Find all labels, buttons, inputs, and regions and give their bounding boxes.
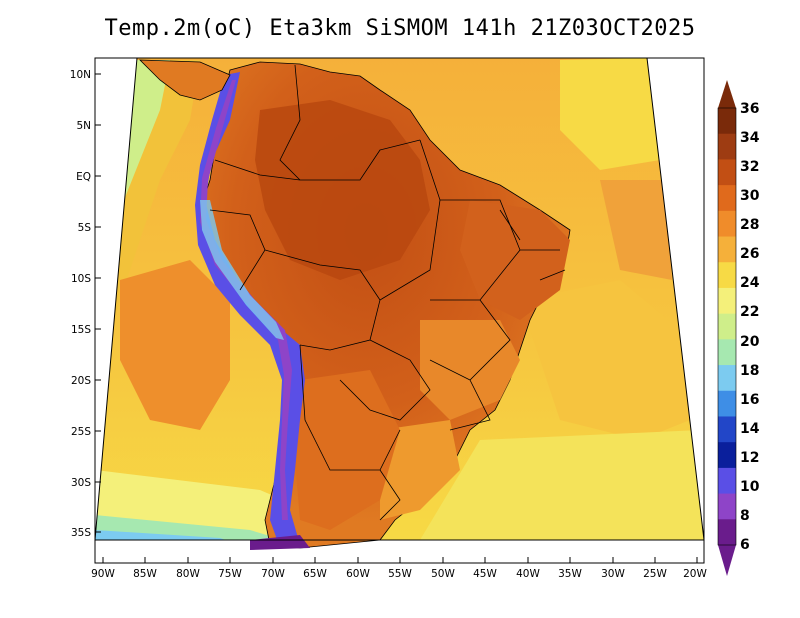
pacific-warm-patch [120, 260, 230, 430]
lat-label-5s: 5S [78, 222, 92, 234]
colorbar-frame [717, 107, 737, 546]
colorbar-segment [718, 133, 736, 160]
lon-label-50w: 50W [431, 568, 455, 580]
atlantic-north-band [560, 58, 660, 170]
colorbar-top-triangle [718, 80, 736, 108]
colorbar-segment [718, 210, 736, 238]
lon-label-30w: 30W [601, 568, 625, 580]
colorbar-label-30: 30 [740, 188, 760, 204]
colorbar-label-26: 26 [740, 246, 759, 262]
colorbar-label-32: 32 [740, 159, 759, 175]
border-peru [209, 209, 266, 291]
border-northeast-states [499, 209, 566, 281]
colorbar-segment [718, 108, 736, 135]
colorbar-bottom-triangle [718, 545, 736, 576]
southeast-region [420, 320, 520, 420]
atlantic-south-band [420, 430, 704, 540]
country-borders [209, 64, 566, 521]
lat-label-30s: 30S [71, 477, 91, 489]
colorbar-label-18: 18 [740, 363, 759, 379]
andes-cold-band [195, 72, 305, 548]
andes-slope-cool [200, 200, 284, 340]
colorbar-segments [718, 108, 736, 546]
colorbar-label-16: 16 [740, 392, 759, 408]
lon-label-85w: 85W [133, 568, 157, 580]
lat-label-15s: 15S [71, 324, 91, 336]
border-brazil-states-1 [379, 139, 441, 301]
border-brazil-states-3 [429, 299, 511, 381]
amazon-hot-region [255, 100, 430, 280]
south-america [139, 59, 571, 550]
lon-label-70w: 70W [261, 568, 285, 580]
colorbar-segment [718, 159, 736, 186]
lat-tick-marks [95, 73, 101, 533]
lat-label-10s: 10S [71, 273, 91, 285]
colorbar-label-20: 20 [740, 334, 760, 350]
lat-label-20s: 20S [71, 375, 91, 387]
colorbar-segment [718, 287, 736, 315]
lon-label-20w: 20W [683, 568, 707, 580]
colorbar-segment [718, 313, 736, 340]
lon-label-60w: 60W [346, 568, 370, 580]
map-title: Temp.2m(oC) Eta3km SiSMOM 141h 21Z03OCT2… [104, 16, 696, 41]
atlantic-mid-band [520, 280, 690, 440]
lon-label-40w: 40W [516, 568, 540, 580]
lat-label-25s: 25S [71, 426, 91, 438]
border-paraguay [339, 339, 431, 421]
colorbar-label-10: 10 [740, 479, 760, 495]
border-brazil-states-4 [449, 379, 491, 431]
colorbar-segment [718, 390, 736, 417]
colorbar-segment [718, 442, 736, 469]
colorbar-segment [718, 365, 736, 392]
patagonia-tip [250, 535, 310, 550]
colorbar-label-12: 12 [740, 450, 759, 466]
lon-label-45w: 45W [473, 568, 497, 580]
lat-label-10n: 10N [70, 69, 91, 81]
lon-label-80w: 80W [176, 568, 200, 580]
lon-label-35w: 35W [558, 568, 582, 580]
colorbar-label-34: 34 [740, 130, 760, 146]
colorbar-label-24: 24 [740, 275, 760, 291]
border-uruguay [379, 469, 401, 521]
south-colder-band [95, 530, 240, 540]
colorbar-segment [718, 519, 736, 546]
lat-label-eq: EQ [76, 171, 91, 183]
lat-label-35s: 35S [71, 527, 91, 539]
colorbar-label-22: 22 [740, 304, 759, 320]
lon-label-65w: 65W [303, 568, 327, 580]
colorbar-segment [718, 339, 736, 366]
colorbar-label-28: 28 [740, 217, 759, 233]
colorbar-segment [718, 467, 736, 495]
border-venezuela-colombia [279, 64, 301, 181]
border-colombia-ecuador [214, 159, 301, 181]
colorbar-label-6: 6 [740, 537, 750, 553]
central-america [139, 59, 231, 101]
colorbar-segment [718, 262, 736, 289]
lon-label-90w: 90W [91, 568, 115, 580]
colorbar [717, 80, 737, 576]
border-amazon-north [300, 139, 421, 181]
colorbar-label-14: 14 [740, 421, 760, 437]
south-brazil-region [380, 420, 460, 520]
argentina-region [295, 370, 400, 530]
lon-tick-marks [102, 557, 698, 563]
lon-label-55w: 55W [388, 568, 412, 580]
colorbar-segment [718, 416, 736, 443]
border-argentina-north [299, 344, 401, 471]
lon-label-75w: 75W [218, 568, 242, 580]
colorbar-segment [718, 236, 736, 263]
colorbar-label-36: 36 [740, 101, 759, 117]
colorbar-label-8: 8 [740, 508, 750, 524]
lat-label-5n: 5N [76, 120, 91, 132]
lon-label-25w: 25W [643, 568, 667, 580]
colorbar-segment [718, 185, 736, 212]
atlantic-warm-patch [600, 180, 672, 280]
colorbar-segment [718, 493, 736, 520]
